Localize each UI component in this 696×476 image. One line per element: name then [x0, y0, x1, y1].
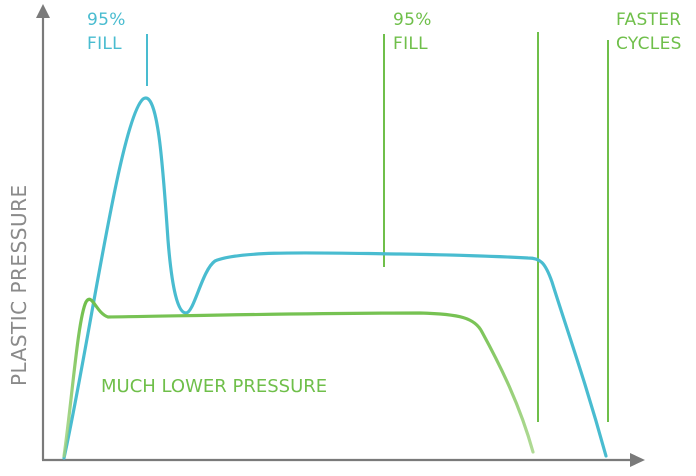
green-fill-annotation: 95% FILL — [393, 10, 432, 54]
y-axis-label: PLASTIC PRESSURE — [7, 184, 31, 386]
faster-cycles-annotation: FASTER CYCLES — [616, 10, 682, 54]
green-fill-percent: 95% — [393, 10, 432, 30]
blue-pressure-curve — [62, 96, 608, 460]
cycles-word: CYCLES — [616, 34, 682, 54]
y-axis-arrow-icon — [36, 4, 50, 18]
axes — [36, 4, 645, 467]
marker-lines — [146, 32, 609, 422]
faster-word: FASTER — [616, 10, 681, 30]
much-lower-pressure-label: MUCH LOWER PRESSURE — [101, 376, 327, 397]
green-fill-word: FILL — [393, 34, 428, 54]
blue-fill-annotation: 95% FILL — [87, 10, 126, 54]
blue-fill-percent: 95% — [87, 10, 126, 30]
blue-fill-word: FILL — [87, 34, 122, 54]
x-axis-arrow-icon — [630, 453, 645, 467]
green-pressure-curve — [62, 297, 535, 458]
